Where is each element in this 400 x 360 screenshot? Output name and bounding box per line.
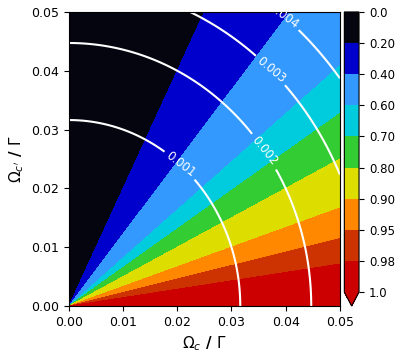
- Text: 0.002: 0.002: [249, 134, 280, 168]
- PathPatch shape: [344, 292, 359, 306]
- Text: 0.001: 0.001: [163, 149, 197, 180]
- Text: 0.003: 0.003: [254, 54, 288, 86]
- Y-axis label: $\Omega_{c^{\prime}}$ / $\Gamma$: $\Omega_{c^{\prime}}$ / $\Gamma$: [7, 135, 26, 183]
- Text: 0.004: 0.004: [266, 1, 301, 31]
- X-axis label: $\Omega_c$ / $\Gamma$: $\Omega_c$ / $\Gamma$: [182, 334, 227, 353]
